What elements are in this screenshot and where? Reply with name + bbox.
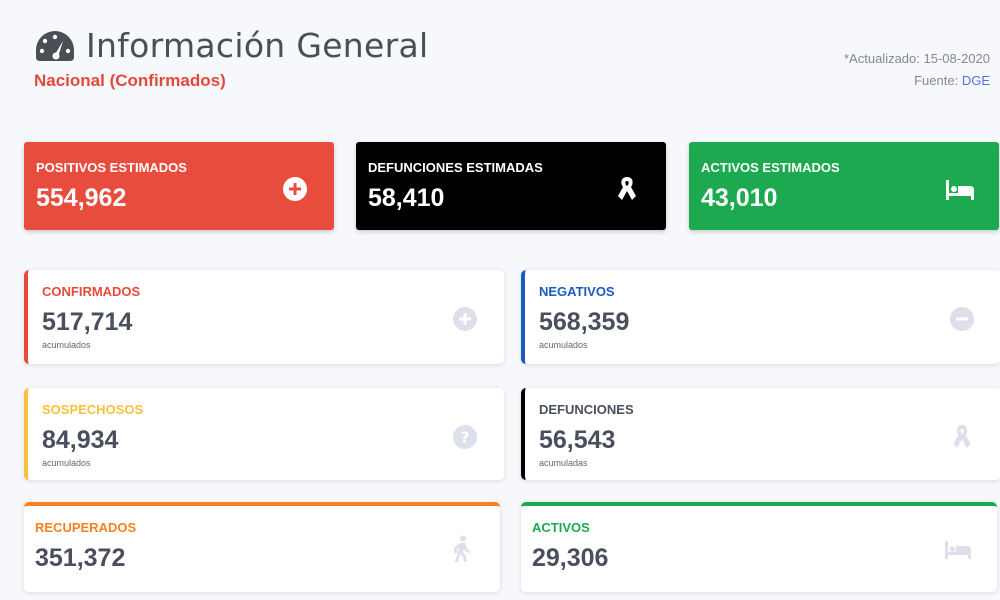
card-value: 58,410 xyxy=(368,184,445,212)
card-value: 554,962 xyxy=(36,184,127,212)
card-label: POSITIVOS ESTIMADOS xyxy=(36,160,187,175)
gauge-icon xyxy=(36,30,74,61)
ribbon-icon xyxy=(953,425,971,448)
plus-circle-icon xyxy=(283,177,307,201)
card-defunciones-estimadas: DEFUNCIONES ESTIMADAS 58,410 xyxy=(356,142,666,230)
card-label: DEFUNCIONES xyxy=(539,402,634,417)
ribbon-icon xyxy=(618,177,636,200)
svg-text:?: ? xyxy=(461,429,470,447)
card-value: 517,714 xyxy=(42,308,133,336)
minus-circle-icon xyxy=(950,307,974,331)
bed-icon xyxy=(946,180,974,200)
card-label: ACTIVOS ESTIMADOS xyxy=(701,160,840,175)
card-value: 29,306 xyxy=(532,544,609,572)
card-label: RECUPERADOS xyxy=(35,520,137,535)
page-title: Información General xyxy=(86,26,429,65)
card-activos: ACTIVOS 29,306 xyxy=(521,502,997,592)
card-defunciones: DEFUNCIONES 56,543 acumuladas xyxy=(521,388,1000,480)
card-sospechosos: SOSPECHOSOS 84,934 acumulados ? xyxy=(24,388,504,480)
card-caption: acumulados xyxy=(539,340,588,350)
card-value: 43,010 xyxy=(701,184,778,212)
update-info: *Actualizado: 15-08-2020 Fuente: DGE xyxy=(844,48,990,92)
source-label: Fuente: xyxy=(914,73,959,88)
card-value: 568,359 xyxy=(539,308,630,336)
card-value: 351,372 xyxy=(35,544,126,572)
card-caption: acumulados xyxy=(42,340,91,350)
card-confirmados: CONFIRMADOS 517,714 acumulados xyxy=(24,270,504,364)
card-positivos-estimados: POSITIVOS ESTIMADOS 554,962 xyxy=(24,142,334,230)
source-link[interactable]: DGE xyxy=(961,73,990,88)
card-value: 84,934 xyxy=(42,426,119,454)
updated-date: *Actualizado: 15-08-2020 xyxy=(844,51,990,66)
card-activos-estimados: ACTIVOS ESTIMADOS 43,010 xyxy=(689,142,999,230)
bed-icon xyxy=(945,541,971,559)
page-subtitle: Nacional (Confirmados) xyxy=(34,71,226,90)
card-label: NEGATIVOS xyxy=(539,284,615,299)
card-recuperados: RECUPERADOS 351,372 xyxy=(24,502,500,592)
card-negativos: NEGATIVOS 568,359 acumulados xyxy=(521,270,1000,364)
card-value: 56,543 xyxy=(539,426,616,454)
page-header: Información General Nacional (Confirmado… xyxy=(34,26,428,91)
card-caption: acumuladas xyxy=(539,458,588,468)
card-label: SOSPECHOSOS xyxy=(42,402,144,417)
plus-circle-icon xyxy=(453,307,477,331)
walking-icon xyxy=(454,535,470,562)
card-label: CONFIRMADOS xyxy=(42,284,141,299)
question-circle-icon: ? xyxy=(453,425,477,449)
card-caption: acumulados xyxy=(42,458,91,468)
card-label: DEFUNCIONES ESTIMADAS xyxy=(368,160,543,175)
card-label: ACTIVOS xyxy=(532,520,590,535)
